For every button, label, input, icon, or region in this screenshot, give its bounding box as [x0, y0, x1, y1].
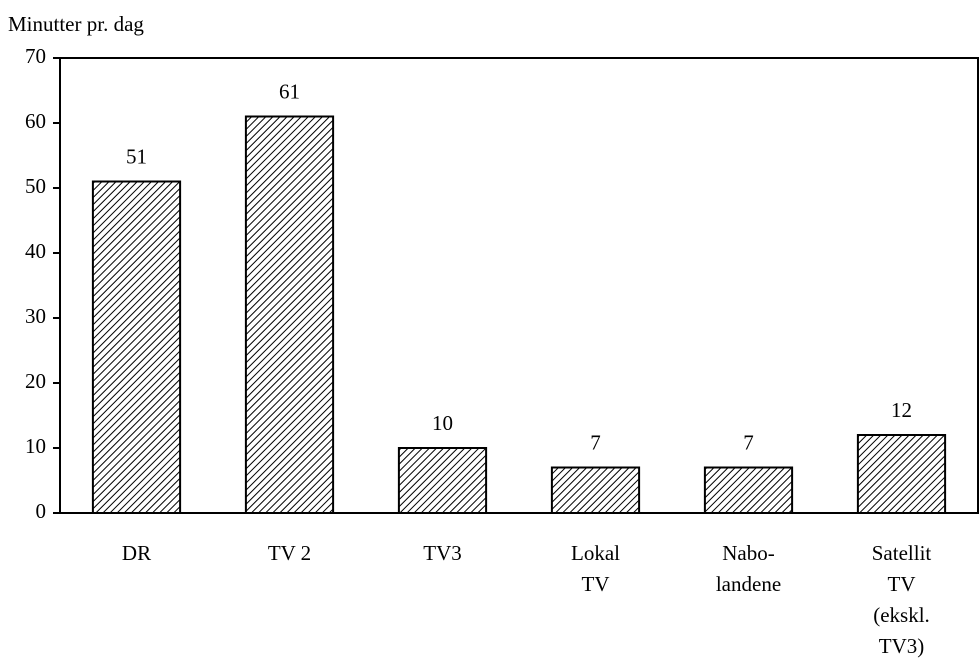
bar	[703, 466, 794, 514]
bar	[244, 115, 335, 514]
x-tick-label: TV3	[423, 541, 462, 565]
x-tick-label-line: Nabo-	[722, 541, 774, 565]
bar	[550, 466, 641, 514]
x-tick-label-line: (ekskl.	[873, 603, 930, 627]
x-tick-label: DR	[122, 541, 151, 565]
x-tick-label-line: TV 2	[268, 541, 311, 565]
x-tick-label-line: landene	[716, 572, 781, 596]
x-tick-label: Lokal TV	[571, 541, 620, 596]
x-tick-label-line: TV	[582, 572, 610, 596]
y-tick-label: 50	[25, 174, 46, 198]
bar	[91, 180, 182, 514]
y-tick-label: 20	[25, 369, 46, 393]
value-label: 10	[432, 411, 453, 435]
y-tick-label: 40	[25, 239, 46, 263]
y-tick-label: 0	[36, 499, 47, 523]
y-tick-label: 70	[25, 44, 46, 68]
x-tick-label-line: TV3)	[879, 634, 925, 658]
plot-frame	[59, 57, 979, 514]
bar	[856, 434, 947, 514]
x-tick-label-line: Satellit	[872, 541, 932, 565]
x-tick-label: TV 2	[268, 541, 311, 565]
x-tick-label-line: TV	[888, 572, 916, 596]
x-tick-label-line: TV3	[423, 541, 462, 565]
y-tick-label: 10	[25, 434, 46, 458]
x-tick-label: Satellit TV (ekskl. TV3)	[872, 541, 932, 658]
y-tick-label: 60	[25, 109, 46, 133]
value-label: 7	[590, 430, 601, 454]
x-tick-label-line: Lokal	[571, 541, 620, 565]
value-label: 7	[743, 430, 754, 454]
value-label: 61	[279, 79, 300, 103]
value-label: 51	[126, 144, 147, 168]
value-label: 12	[891, 398, 912, 422]
y-axis-label: Minutter pr. dag	[8, 12, 144, 36]
x-tick-label-line: DR	[122, 541, 151, 565]
bar	[397, 447, 488, 514]
x-tick-label: Nabo-landene	[716, 541, 781, 596]
y-tick-label: 30	[25, 304, 46, 328]
